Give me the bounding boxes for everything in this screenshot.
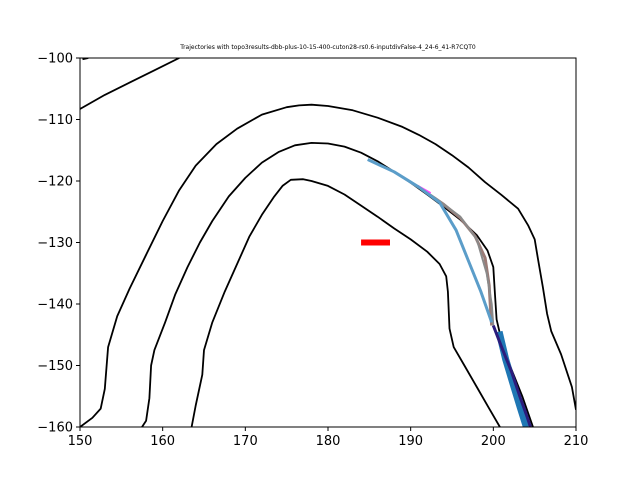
x-tick-label: 180	[316, 434, 341, 449]
y-tick-label: −140	[37, 298, 73, 313]
y-tick-label: −160	[37, 421, 73, 436]
x-tick-label: 170	[233, 434, 258, 449]
x-tick-label: 200	[481, 434, 506, 449]
trajectory-line-5	[367, 158, 494, 323]
plot-area	[80, 58, 576, 427]
y-tick-label: −100	[37, 52, 73, 67]
contour-line-2	[80, 103, 576, 427]
y-tick-label: −130	[37, 236, 73, 251]
contour-line-1	[80, 58, 180, 110]
axes: 150 160 170 180 190 200 210 −160 −150 −140 −130 −12…	[37, 52, 588, 450]
x-tick-label: 210	[564, 434, 589, 449]
y-tick-label: −110	[37, 113, 73, 128]
contour-line-4	[190, 178, 501, 427]
x-tick-label: 160	[150, 434, 175, 449]
y-tick-label: −150	[37, 359, 73, 374]
y-tick-label: −120	[37, 175, 73, 190]
x-tick-label: 190	[398, 434, 423, 449]
chart-title: Trajectories with topo3results-dbb-plus-…	[179, 44, 476, 51]
contour-line-3	[141, 141, 534, 427]
trajectory-line-1	[491, 324, 532, 427]
x-tick-label: 150	[68, 434, 93, 449]
